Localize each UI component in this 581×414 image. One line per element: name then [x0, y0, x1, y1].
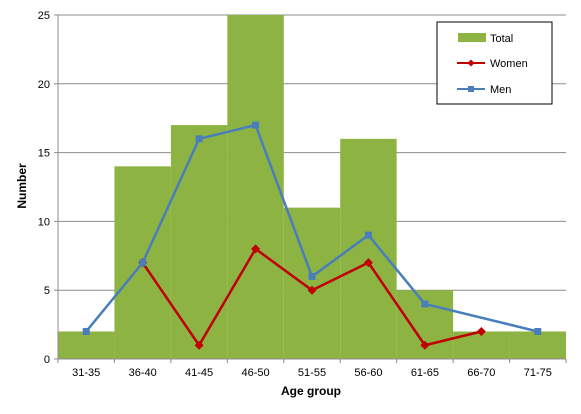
point-men — [534, 327, 542, 335]
series-lines — [82, 121, 542, 350]
axes — [54, 14, 567, 363]
legend-total-swatch — [458, 33, 486, 42]
y-tick-label: 15 — [38, 148, 50, 160]
line-men — [85, 123, 539, 333]
point-men — [364, 231, 372, 239]
legend-women-marker — [467, 59, 475, 67]
x-tick-labels: 31-35 36-40 41-45 46-50 51-55 56-60 61-65 66-70… — [72, 367, 552, 379]
point-men — [421, 300, 429, 308]
x-tick-label: 66-70 — [467, 367, 495, 379]
x-tick-label: 46-50 — [241, 367, 269, 379]
point-women — [251, 244, 261, 254]
y-tick-label: 0 — [44, 354, 50, 366]
point-men — [82, 327, 90, 335]
point-women — [420, 340, 430, 350]
y-tick-label: 10 — [38, 216, 50, 228]
bar-total — [283, 207, 341, 359]
x-tick-label: 36-40 — [129, 367, 157, 379]
total-bars — [58, 15, 566, 359]
point-men — [308, 272, 316, 280]
x-tick-label: 51-55 — [298, 367, 326, 379]
y-tick-label: 25 — [38, 10, 50, 22]
point-men — [139, 259, 147, 267]
point-women — [476, 326, 486, 336]
y-axis-title: Number — [15, 163, 29, 209]
y-tick-label: 20 — [38, 79, 50, 91]
legend-total-label: Total — [490, 33, 513, 45]
bar-total — [170, 125, 228, 359]
legend-box — [436, 21, 553, 105]
x-tick-label: 56-60 — [354, 367, 382, 379]
legend: Total Women Men — [436, 21, 553, 105]
y-tick-label: 5 — [44, 285, 50, 297]
bar-total — [58, 331, 115, 359]
y-tick-labels: 0 5 10 15 20 25 — [38, 10, 50, 366]
bar-total — [227, 15, 284, 359]
legend-men-marker — [468, 86, 474, 92]
x-tick-label: 41-45 — [185, 367, 213, 379]
legend-women-label: Women — [490, 58, 528, 70]
point-women — [307, 285, 317, 295]
point-men — [252, 121, 260, 129]
bar-total — [509, 331, 566, 359]
x-axis-title: Age group — [281, 384, 341, 398]
x-tick-label: 61-65 — [411, 367, 439, 379]
point-men — [195, 135, 203, 143]
x-tick-label: 31-35 — [72, 367, 100, 379]
point-women — [363, 258, 373, 268]
point-women — [194, 340, 204, 350]
x-tick-label: 71-75 — [524, 367, 552, 379]
legend-men-label: Men — [490, 84, 511, 96]
